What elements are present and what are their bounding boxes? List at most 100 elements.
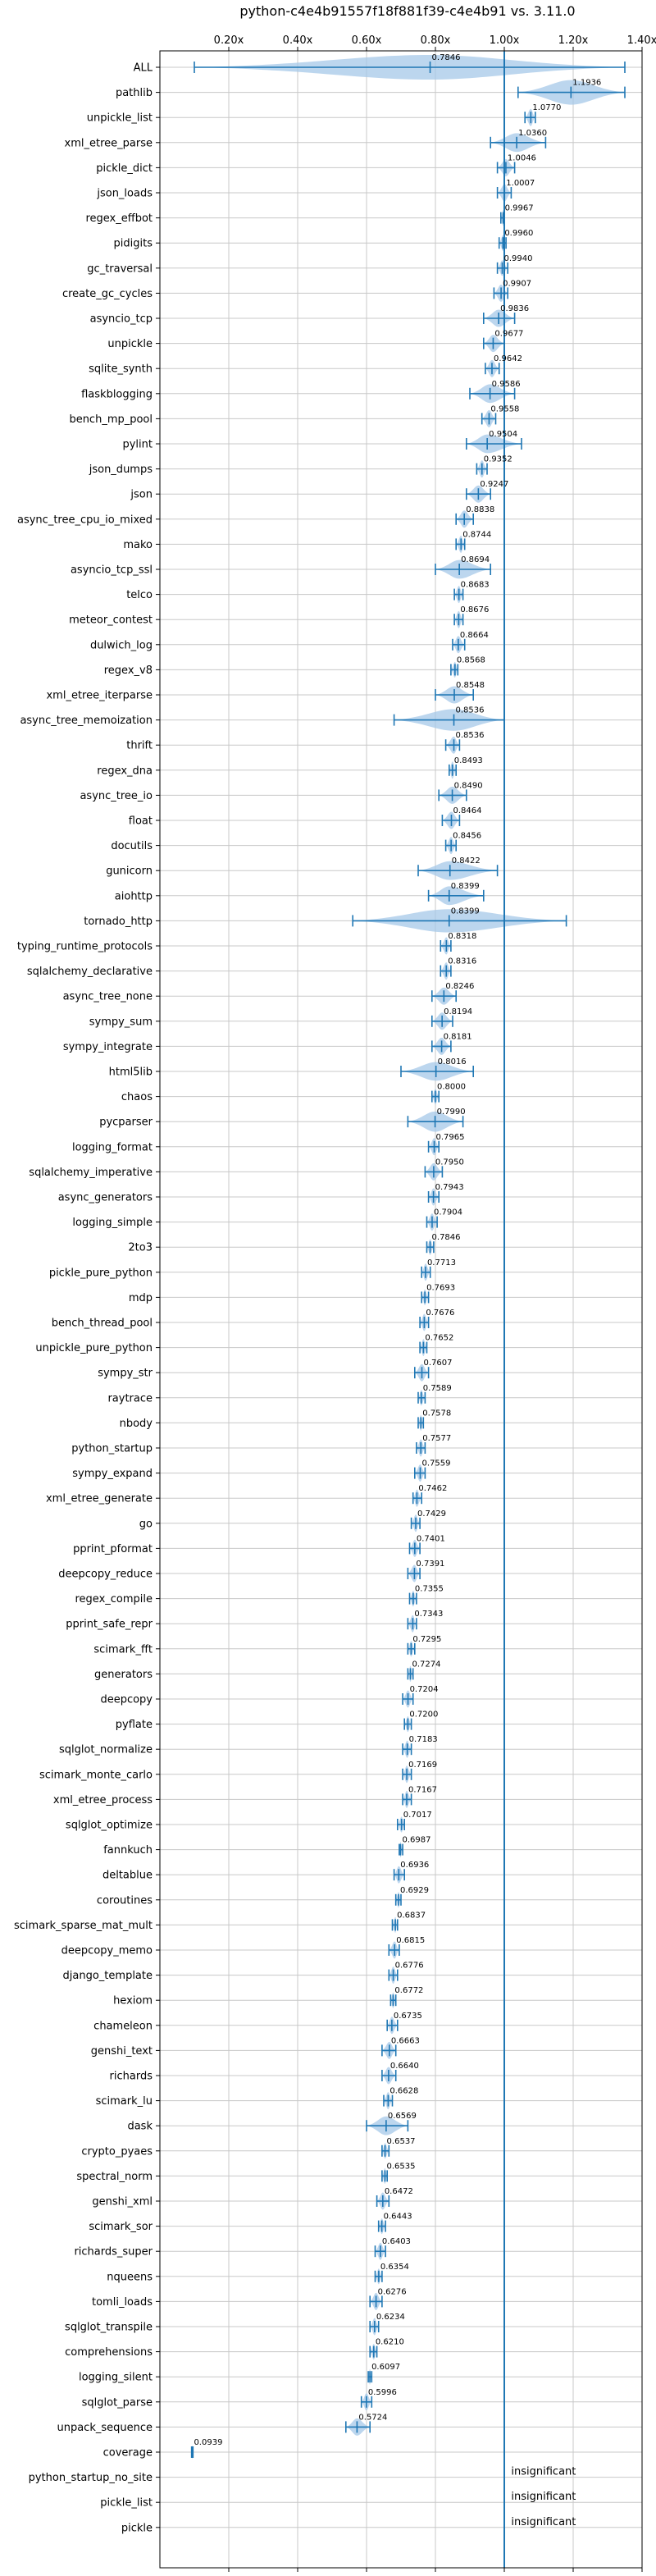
row-label: sqlalchemy_declarative xyxy=(27,966,153,978)
value-label: 0.9960 xyxy=(504,229,533,238)
row-label: async_tree_memoization xyxy=(20,715,153,727)
row-label: fannkuch xyxy=(103,1844,153,1857)
row-label: pickle_pure_python xyxy=(49,1267,153,1279)
row-label: typing_runtime_protocols xyxy=(17,941,153,953)
row-label: deepcopy_reduce xyxy=(58,1569,153,1581)
row-label: json_dumps xyxy=(89,464,153,476)
value-label: 0.9677 xyxy=(494,330,523,339)
row-label: json_loads xyxy=(96,188,153,200)
row-label: async_generators xyxy=(58,1192,153,1204)
value-label: 0.7391 xyxy=(416,1560,444,1569)
violin-layer xyxy=(191,55,625,2460)
row-label: pylint xyxy=(122,439,153,451)
row-label: logging_format xyxy=(72,1141,153,1153)
row-label: async_tree_cpu_io_mixed xyxy=(17,514,153,526)
value-label: 0.7676 xyxy=(426,1309,454,1318)
row-label: genshi_xml xyxy=(92,2196,153,2208)
value-label: 0.6535 xyxy=(386,2162,415,2171)
value-label: 0.6936 xyxy=(400,1861,429,1870)
value-label: 0.7017 xyxy=(403,1811,432,1820)
row-label: scimark_sparse_mat_mult xyxy=(14,1920,153,1932)
value-label: 0.8399 xyxy=(451,907,480,916)
value-label: 0.6354 xyxy=(380,2263,409,2272)
value-label: 0.7943 xyxy=(435,1183,464,1192)
value-label: 0.8744 xyxy=(462,530,491,539)
value-label: 0.9907 xyxy=(503,279,531,288)
row-label: deltablue xyxy=(102,1870,153,1882)
value-label: 0.6772 xyxy=(394,1986,423,1995)
row-label: docutils xyxy=(111,840,153,852)
x-tick-label-top: 0.40x xyxy=(283,34,313,47)
row-label: deepcopy_memo xyxy=(61,1945,153,1957)
row-label: pickle xyxy=(121,2522,153,2534)
row-label: logging_simple xyxy=(72,1217,153,1229)
value-label: 0.6628 xyxy=(390,2087,418,2096)
value-label: 0.6776 xyxy=(395,1962,424,1971)
row-label: deepcopy xyxy=(100,1694,153,1706)
row-label: nbody xyxy=(120,1418,153,1430)
value-label: 0.0939 xyxy=(194,2438,222,2447)
insignificant-label: insignificant xyxy=(511,2516,576,2528)
row-label: tomli_loads xyxy=(92,2296,153,2309)
value-label: 0.7846 xyxy=(432,53,461,62)
value-label: 0.8246 xyxy=(445,982,474,991)
row-label: async_tree_none xyxy=(63,991,153,1003)
row-label: scimark_fft xyxy=(93,1643,153,1656)
value-label: 0.7652 xyxy=(425,1334,453,1343)
row-label: meteor_contest xyxy=(69,614,153,627)
row-label: unpickle_pure_python xyxy=(35,1342,153,1354)
row-label: sympy_str xyxy=(98,1368,153,1380)
row-label: coroutines xyxy=(97,1894,153,1907)
value-label: 0.7693 xyxy=(426,1283,455,1292)
row-label: xml_etree_iterparse xyxy=(46,690,153,702)
value-label: 0.8548 xyxy=(456,681,485,690)
row-label: pickle_dict xyxy=(96,162,153,175)
value-label: 0.6663 xyxy=(391,2036,420,2045)
row-label: hexiom xyxy=(113,1995,153,2007)
value-label: 0.7167 xyxy=(408,1785,437,1794)
value-label: 0.8536 xyxy=(456,706,485,715)
value-label: 0.8464 xyxy=(453,806,481,815)
axis-layer: 0.20x0.20x0.40x0.40x0.60x0.60x0.80x0.80x… xyxy=(14,34,656,2576)
x-tick-label-top: 0.20x xyxy=(214,34,244,47)
row-label: go xyxy=(139,1518,153,1530)
row-label: pyflate xyxy=(116,1719,153,1731)
x-tick-label-top: 1.00x xyxy=(490,34,520,47)
row-label: xml_etree_process xyxy=(53,1794,153,1806)
value-label: 0.8316 xyxy=(448,957,476,966)
value-label: 0.9586 xyxy=(492,380,521,389)
row-label: sqlite_synth xyxy=(89,363,153,376)
row-label: logging_silent xyxy=(79,2372,153,2384)
value-label: 0.8318 xyxy=(448,932,476,941)
value-label: 0.7204 xyxy=(410,1685,439,1694)
row-label: float xyxy=(129,815,153,828)
row-label: python_startup_no_site xyxy=(29,2472,153,2484)
row-label: sympy_expand xyxy=(72,1468,153,1480)
value-label: 0.7274 xyxy=(412,1660,441,1669)
value-label: 0.8683 xyxy=(461,581,490,590)
value-label: 0.8568 xyxy=(457,655,485,665)
value-label: 0.7169 xyxy=(408,1761,437,1770)
row-label: xml_etree_parse xyxy=(65,137,153,149)
row-label: sympy_sum xyxy=(89,1016,153,1028)
row-label: sqlglot_transpile xyxy=(65,2322,153,2334)
value-label: 0.6443 xyxy=(384,2213,412,2222)
value-label: 0.6097 xyxy=(371,2363,400,2372)
row-label: telco xyxy=(126,589,153,601)
value-label: 0.6234 xyxy=(376,2313,405,2322)
value-label: 0.9247 xyxy=(480,480,508,489)
row-label: sympy_integrate xyxy=(63,1041,153,1053)
row-label: python_startup xyxy=(71,1443,153,1455)
row-label: unpickle_list xyxy=(87,112,153,125)
value-label: 0.8456 xyxy=(453,832,481,841)
value-label: 0.6929 xyxy=(400,1886,429,1895)
value-label: 0.5996 xyxy=(368,2388,397,2397)
value-label: 0.9352 xyxy=(484,455,512,464)
value-label: 0.8838 xyxy=(466,505,494,514)
row-label: raytrace xyxy=(107,1392,153,1404)
value-label: 0.8422 xyxy=(452,856,481,866)
value-label: 0.5724 xyxy=(358,2413,387,2422)
row-label: django_template xyxy=(63,1970,153,1982)
value-label: 0.6569 xyxy=(388,2112,417,2121)
